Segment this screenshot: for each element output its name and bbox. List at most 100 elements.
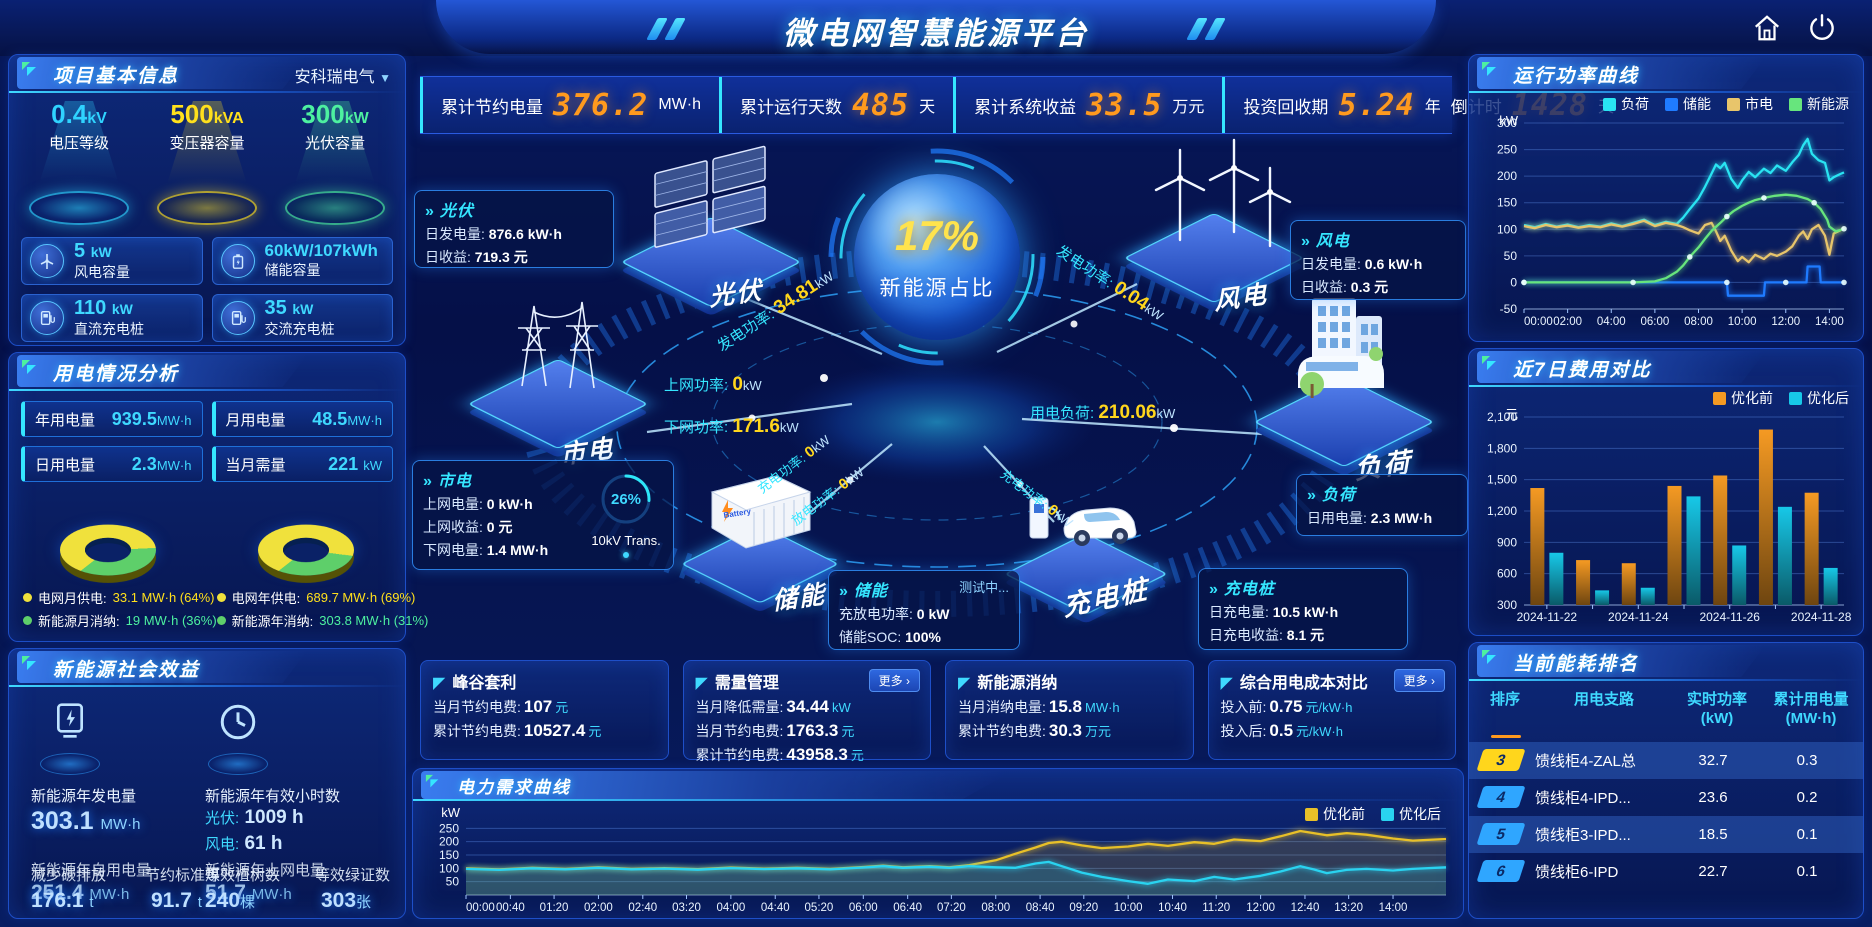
mini-panel-peak-valley: ◤ 峰谷套利 当月节约电费: 107 元 累计节约电费: 10527.4 元 [420, 660, 669, 760]
legend-dot [216, 593, 226, 602]
pedestal-row: 0.4kV 电压等级 500kVA 变压器容量 300kW 光伏容量 [9, 93, 405, 227]
info-box-storage: » 储能 测试中... 充放电功率: 0 kW 储能SOC: 100% [828, 570, 1020, 650]
svg-text:300: 300 [1497, 116, 1517, 130]
node-grid: 市电 [464, 280, 654, 480]
panel-title: 当前能耗排名 [1513, 654, 1640, 675]
more-button[interactable]: 更多 › [1393, 669, 1445, 692]
svg-text:02:00: 02:00 [584, 902, 613, 914]
glow-disc [157, 191, 257, 225]
power-legend: 负荷 储能 市电 新能源 [1469, 93, 1863, 113]
svg-text:250: 250 [1497, 143, 1517, 157]
legend-item[interactable]: 优化前 [1305, 804, 1365, 824]
svg-text:10:40: 10:40 [1158, 902, 1187, 914]
svg-text:10:00: 10:00 [1114, 902, 1143, 914]
cost-chart: 元 300 600 900 1,200 1,500 1,800 2,100 2024-11-22… [1476, 407, 1856, 627]
table-row[interactable]: 4 馈线柜4-IPD... 23.6 0.2 [1469, 779, 1863, 816]
legend-item[interactable]: 优化后 [1381, 804, 1441, 824]
clock-icon [205, 701, 271, 775]
ranking-header: 排序 用电支路 实时功率 (kW) 累计用电量 (MW·h) [1489, 691, 1849, 727]
company-name: 安科瑞电气 [294, 69, 375, 86]
kpi-label: 累计运行天数 [739, 97, 842, 117]
mini-panel-row: ◤ 峰谷套利 当月节约电费: 107 元 累计节约电费: 10527.4 元 ◤ 需量管理 … [420, 660, 1456, 764]
node-label-storage: 储能 [771, 580, 827, 616]
power-icon[interactable] [1806, 12, 1838, 44]
legend-swatch [1665, 97, 1678, 111]
legend-item[interactable]: 市电 [1727, 94, 1773, 114]
building-icon [1298, 298, 1384, 398]
page-title: 微电网智慧能源平台 [783, 16, 1089, 51]
charger-icon [220, 301, 255, 335]
svg-text:Battery: Battery [723, 507, 752, 520]
more-button[interactable]: 更多 › [868, 669, 920, 692]
svg-text:1,800: 1,800 [1487, 441, 1517, 455]
panel-project-info: 项目基本信息 安科瑞电气 ▼ 0.4kV 电压等级 500kVA 变压器容量 [8, 54, 406, 346]
legend-item[interactable]: 负荷 [1603, 94, 1649, 114]
chevron-down-icon: ▼ [379, 71, 391, 85]
gauge-label: 10kV Trans. [591, 533, 661, 548]
kpi-value: 485 [851, 87, 910, 123]
info-box-load: » 负荷 日用电量: 2.3 MW·h [1296, 474, 1468, 536]
legend-item[interactable]: 新能源 [1789, 94, 1849, 114]
mini-panel-demand-mgmt: ◤ 需量管理 更多 › 当月降低需量: 34.44 kW 当月节约电费: 1763.3 元… [682, 660, 931, 764]
kpi-saved-energy: 累计节约电量 376.2 MW·h [420, 77, 719, 133]
card-storage-capacity: 60kW/107kWh 储能容量 [211, 237, 393, 285]
node-wind: 风电 [1112, 128, 1317, 338]
pedestal-transformer: 500kVA 变压器容量 [146, 99, 268, 227]
kpi-label: 累计节约电量 [441, 97, 543, 117]
svg-text:08:00: 08:00 [981, 902, 1010, 914]
svg-text:08:00: 08:00 [1684, 316, 1713, 328]
panel-header: 新能源社会效益 [9, 649, 405, 687]
node-pv: 光伏 [617, 145, 812, 346]
legend-swatch [1305, 807, 1318, 821]
pv-hours: 光伏: 1009 h [205, 807, 304, 828]
svg-text:250: 250 [439, 821, 459, 835]
card-dc-charger: 110 kW 直流充电桩 [21, 294, 203, 342]
table-row[interactable]: 3 馈线柜4-ZAL总 32.7 0.3 [1469, 741, 1863, 779]
demand-legend: 优化前 优化后 [1195, 803, 1455, 823]
carbon-value: 176.1 t [31, 889, 94, 912]
svg-text:200: 200 [439, 835, 459, 849]
svg-text:50: 50 [446, 875, 460, 889]
kpi-bar: 累计节约电量 376.2 MW·h 累计运行天数 485 天 累计系统收益 33… [420, 76, 1614, 134]
legend-new-year: 新能源年消纳: 303.8 MW·h (31%) [216, 611, 428, 630]
svg-text:06:40: 06:40 [893, 902, 922, 914]
legend-item[interactable]: 优化前 [1713, 388, 1773, 408]
donut-legend: 电网月供电: 33.1 MW·h (64%) 电网年供电: 689.7 MW·h… [9, 582, 428, 630]
node-charger: 充电桩 [984, 480, 1194, 635]
battery-icon [220, 244, 255, 278]
panel-title: 运行功率曲线 [1513, 66, 1640, 87]
svg-text:2024-11-26: 2024-11-26 [1699, 610, 1760, 624]
panel-corner-icon [1482, 650, 1496, 664]
stat-month-demand: 当月需量 221 kW [211, 446, 393, 482]
svg-text:09:20: 09:20 [1069, 902, 1098, 914]
new-energy-percent-label: 新能源占比 [879, 277, 995, 300]
node-storage: Battery 储能 [670, 470, 855, 625]
table-row[interactable]: 5 馈线柜3-IPD... 18.5 0.1 [1469, 815, 1863, 853]
panel-title: 项目基本信息 [53, 66, 180, 87]
table-row[interactable]: 6 馈线柜6-IPD 22.7 0.1 [1469, 853, 1863, 890]
info-box-pv: » 光伏 日发电量: 876.6 kW·h 日收益: 719.3 元 [414, 190, 614, 268]
company-selector[interactable]: 安科瑞电气 ▼ [295, 63, 391, 87]
legend-item[interactable]: 优化后 [1789, 388, 1849, 408]
energy-flow-diagram: 17% 新能源占比 光伏 [412, 132, 1468, 654]
rank-badge: 3 [1476, 749, 1526, 771]
transformer-gauge: 26% 10kV Trans. [587, 471, 665, 558]
flow-from-grid-power: 下网功率: 171.6kW [664, 416, 799, 437]
donut-month [48, 496, 168, 582]
node-label-pv: 光伏 [708, 276, 764, 312]
svg-text:11:20: 11:20 [1202, 902, 1230, 914]
home-icon[interactable] [1752, 13, 1782, 43]
svg-text:01:20: 01:20 [540, 902, 569, 914]
scroll-indicator [1491, 734, 1521, 738]
usage-stats: 年用电量 939.5MW·h 月用电量 48.5MW·h 日用电量 2.3MW·… [9, 391, 405, 482]
legend-item[interactable]: 储能 [1665, 94, 1711, 114]
self-use-label: 新能源年自用电量 [31, 862, 152, 879]
panel-power-curve: 运行功率曲线 负荷 储能 市电 新能源 kW -50 0 50 100 150 200 250 300… [1468, 54, 1864, 342]
panel-social-benefit: 新能源社会效益 新能源年发电量 303.1 MW·h 新能源年有效小时数 光伏:… [8, 648, 406, 919]
svg-text:04:00: 04:00 [716, 902, 745, 914]
solar-panels-icon [654, 145, 766, 248]
rank-badge: 5 [1476, 823, 1526, 845]
ranking-rows: 3 馈线柜4-ZAL总 32.7 0.3 4 馈线柜4-IPD... 23.6 … [1469, 741, 1863, 892]
svg-text:150: 150 [439, 848, 459, 862]
legend-grid-month: 电网月供电: 33.1 MW·h (64%) [23, 588, 217, 607]
